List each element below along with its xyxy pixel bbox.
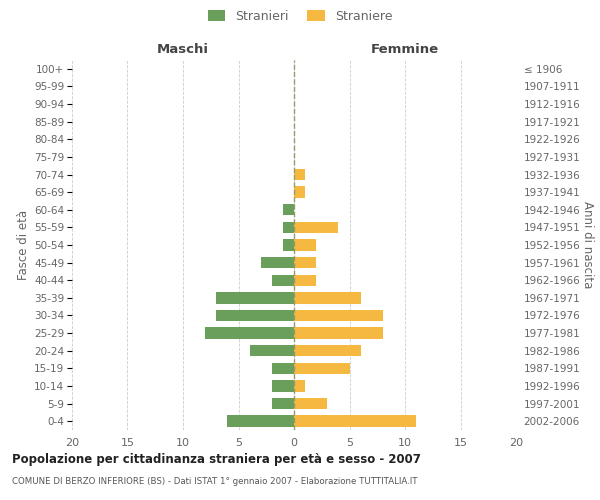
Text: Femmine: Femmine bbox=[371, 44, 439, 57]
Bar bbox=[227, 416, 294, 427]
Bar bbox=[294, 362, 349, 374]
Bar bbox=[294, 222, 338, 233]
Bar bbox=[283, 240, 294, 250]
Bar bbox=[272, 274, 294, 286]
Text: Maschi: Maschi bbox=[157, 44, 209, 57]
Y-axis label: Fasce di età: Fasce di età bbox=[17, 210, 30, 280]
Bar bbox=[294, 274, 316, 286]
Bar bbox=[272, 398, 294, 409]
Y-axis label: Anni di nascita: Anni di nascita bbox=[581, 202, 594, 288]
Text: COMUNE DI BERZO INFERIORE (BS) - Dati ISTAT 1° gennaio 2007 - Elaborazione TUTTI: COMUNE DI BERZO INFERIORE (BS) - Dati IS… bbox=[12, 478, 418, 486]
Bar bbox=[260, 257, 294, 268]
Bar bbox=[250, 345, 294, 356]
Bar bbox=[294, 328, 383, 339]
Text: Popolazione per cittadinanza straniera per età e sesso - 2007: Popolazione per cittadinanza straniera p… bbox=[12, 452, 421, 466]
Bar bbox=[294, 380, 305, 392]
Legend: Stranieri, Straniere: Stranieri, Straniere bbox=[204, 6, 396, 26]
Bar bbox=[294, 345, 361, 356]
Bar bbox=[294, 240, 316, 250]
Bar bbox=[283, 222, 294, 233]
Bar bbox=[283, 204, 294, 216]
Bar bbox=[294, 292, 361, 304]
Bar bbox=[272, 380, 294, 392]
Bar bbox=[294, 416, 416, 427]
Bar bbox=[294, 310, 383, 321]
Bar bbox=[272, 362, 294, 374]
Bar bbox=[294, 257, 316, 268]
Bar bbox=[216, 310, 294, 321]
Bar bbox=[294, 398, 328, 409]
Bar bbox=[205, 328, 294, 339]
Bar bbox=[216, 292, 294, 304]
Bar bbox=[294, 169, 305, 180]
Bar bbox=[294, 186, 305, 198]
